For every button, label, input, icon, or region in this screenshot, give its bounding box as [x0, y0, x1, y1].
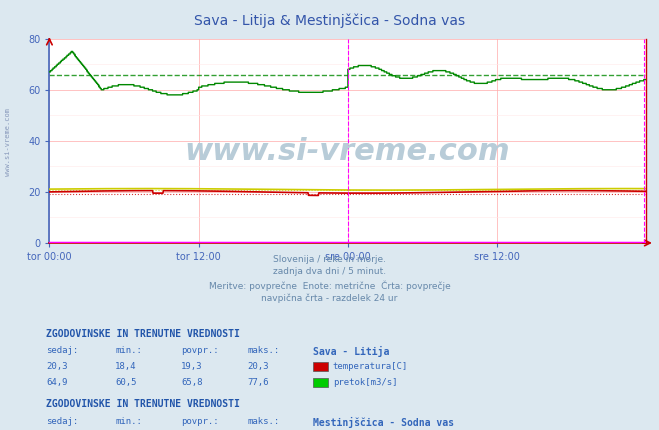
Text: 19,3: 19,3	[181, 362, 203, 372]
Text: 60,5: 60,5	[115, 378, 137, 387]
Text: pretok[m3/s]: pretok[m3/s]	[333, 378, 397, 387]
Text: navpična črta - razdelek 24 ur: navpična črta - razdelek 24 ur	[262, 293, 397, 303]
Text: Slovenija / reke in morje.: Slovenija / reke in morje.	[273, 255, 386, 264]
Text: povpr.:: povpr.:	[181, 417, 219, 426]
Text: Meritve: povprečne  Enote: metrične  Črta: povprečje: Meritve: povprečne Enote: metrične Črta:…	[209, 280, 450, 291]
Text: 20,3: 20,3	[247, 362, 269, 372]
Text: min.:: min.:	[115, 417, 142, 426]
Text: Sava - Litija: Sava - Litija	[313, 346, 389, 357]
Text: Mestinjščica - Sodna vas: Mestinjščica - Sodna vas	[313, 417, 454, 428]
Text: 65,8: 65,8	[181, 378, 203, 387]
Text: min.:: min.:	[115, 346, 142, 355]
Text: ZGODOVINSKE IN TRENUTNE VREDNOSTI: ZGODOVINSKE IN TRENUTNE VREDNOSTI	[46, 329, 240, 339]
Text: povpr.:: povpr.:	[181, 346, 219, 355]
Text: www.si-vreme.com: www.si-vreme.com	[185, 137, 511, 166]
Text: maks.:: maks.:	[247, 417, 279, 426]
Text: ZGODOVINSKE IN TRENUTNE VREDNOSTI: ZGODOVINSKE IN TRENUTNE VREDNOSTI	[46, 399, 240, 409]
Text: zadnja dva dni / 5 minut.: zadnja dva dni / 5 minut.	[273, 267, 386, 276]
Text: www.si-vreme.com: www.si-vreme.com	[5, 108, 11, 176]
Text: Sava - Litija & Mestinjščica - Sodna vas: Sava - Litija & Mestinjščica - Sodna vas	[194, 14, 465, 28]
Text: maks.:: maks.:	[247, 346, 279, 355]
Text: 20,3: 20,3	[46, 362, 68, 372]
Text: 77,6: 77,6	[247, 378, 269, 387]
Text: sedaj:: sedaj:	[46, 417, 78, 426]
Text: sedaj:: sedaj:	[46, 346, 78, 355]
Text: 18,4: 18,4	[115, 362, 137, 372]
Text: 64,9: 64,9	[46, 378, 68, 387]
Text: temperatura[C]: temperatura[C]	[333, 362, 408, 372]
